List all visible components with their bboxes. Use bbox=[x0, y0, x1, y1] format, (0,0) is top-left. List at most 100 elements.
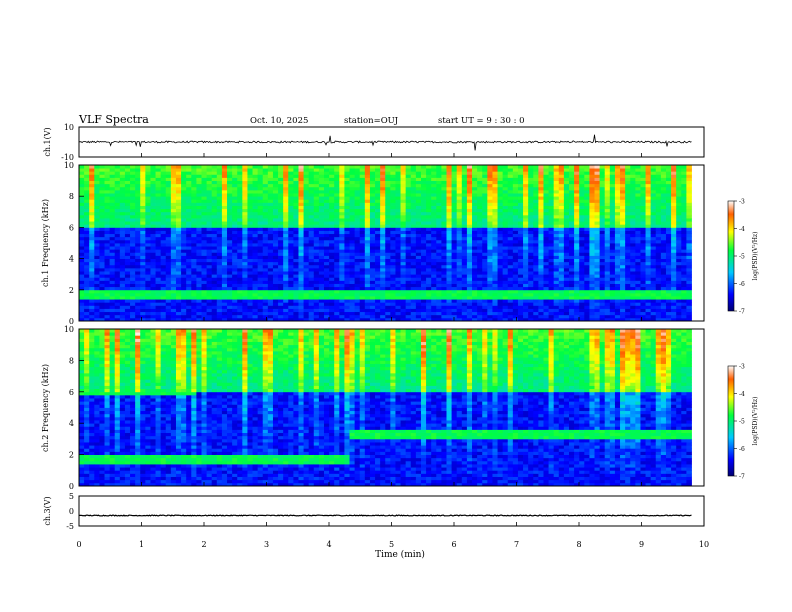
spectrogram-cell bbox=[79, 221, 85, 225]
spectrogram-cell bbox=[227, 289, 233, 294]
spectrogram-cell bbox=[548, 314, 555, 319]
spectrogram-cell bbox=[237, 292, 243, 297]
spectrogram-cell bbox=[318, 224, 325, 228]
spectrogram-cell bbox=[288, 286, 294, 291]
spectrogram-cell bbox=[415, 274, 422, 278]
spectrogram-cell bbox=[482, 286, 488, 291]
spectrogram-cell bbox=[456, 299, 463, 303]
spectrogram-cell bbox=[165, 249, 172, 253]
spectrogram-cell bbox=[262, 180, 269, 185]
spectrogram-cell bbox=[507, 236, 514, 241]
spectrogram-cell bbox=[155, 296, 162, 300]
spectrogram-cell bbox=[155, 267, 162, 272]
spectrogram-cell bbox=[221, 186, 228, 191]
spectrogram-cell bbox=[242, 202, 248, 206]
spectrogram-cell bbox=[523, 299, 529, 303]
spectrogram-cell bbox=[293, 292, 299, 297]
spectrogram-cell bbox=[257, 252, 264, 256]
spectrogram-cell bbox=[502, 183, 509, 188]
spectrogram-cell bbox=[579, 271, 585, 275]
spectrogram-cell bbox=[543, 239, 549, 244]
spectrogram-cell bbox=[400, 302, 407, 306]
spectrogram-cell bbox=[543, 302, 549, 306]
spectrogram-cell bbox=[252, 261, 259, 266]
spectrogram-cell bbox=[426, 277, 432, 281]
spectrogram-cell bbox=[466, 286, 473, 291]
spectrogram-cell bbox=[99, 296, 105, 300]
spectrogram-cell bbox=[410, 205, 417, 210]
spectrogram-cell bbox=[492, 296, 498, 300]
spectrogram-cell bbox=[574, 205, 580, 210]
spectrogram-cell bbox=[431, 292, 437, 297]
spectrogram-cell bbox=[410, 189, 417, 194]
spectrogram-cell bbox=[191, 305, 197, 309]
spectrogram-cell bbox=[548, 283, 555, 288]
spectrogram-cell bbox=[318, 286, 325, 291]
spectrogram-cell bbox=[237, 227, 243, 231]
spectrogram-cell bbox=[415, 243, 422, 247]
spectrogram-cell bbox=[477, 311, 483, 316]
spectrogram-cell bbox=[170, 296, 177, 300]
spectrogram-cell bbox=[507, 261, 514, 266]
spectrogram-cell bbox=[303, 274, 310, 278]
spectrogram-cell bbox=[216, 311, 223, 316]
spectrogram-cell bbox=[211, 177, 218, 181]
spectrogram-cell bbox=[502, 289, 509, 294]
spectrogram-cell bbox=[369, 227, 376, 231]
spectrogram-cell bbox=[497, 261, 504, 266]
spectrogram-cell bbox=[354, 193, 361, 197]
spectrogram-cell bbox=[191, 230, 197, 235]
spectrogram-cell bbox=[523, 280, 529, 284]
spectrogram-cell bbox=[186, 233, 192, 238]
spectrogram-cell bbox=[237, 171, 243, 175]
spectrogram-cell bbox=[140, 171, 146, 175]
spectrogram-cell bbox=[79, 186, 85, 191]
spectrogram-cell bbox=[308, 205, 315, 210]
spectrogram-cell bbox=[247, 227, 253, 231]
spectrogram-cell bbox=[278, 230, 284, 235]
spectrogram-cell bbox=[482, 171, 488, 175]
spectrogram-cell bbox=[227, 230, 233, 235]
spectrogram-cell bbox=[318, 249, 325, 253]
spectrogram-cell bbox=[390, 180, 396, 185]
spectrogram-cell bbox=[461, 264, 468, 269]
spectrogram-cell bbox=[109, 171, 116, 175]
spectrogram-cell bbox=[461, 286, 468, 291]
spectrogram-cell bbox=[140, 236, 146, 241]
spectrogram-cell bbox=[186, 196, 192, 200]
spectrogram-cell bbox=[497, 214, 504, 219]
spectrogram-cell bbox=[497, 258, 504, 263]
spectrogram-cell bbox=[94, 233, 100, 238]
spectrogram-cell bbox=[395, 283, 401, 288]
spectrogram-cell bbox=[99, 205, 105, 210]
spectrogram-cell bbox=[482, 252, 488, 256]
spectrogram-cell bbox=[477, 165, 483, 169]
spectrogram-cell bbox=[405, 236, 412, 241]
spectrogram-cell bbox=[492, 233, 498, 238]
spectrogram-cell bbox=[303, 258, 310, 263]
spectrogram-cell bbox=[512, 292, 519, 297]
spectrogram-cell bbox=[94, 249, 100, 253]
spectrogram-cell bbox=[517, 180, 524, 185]
spectrogram-cell bbox=[543, 261, 549, 266]
spectrogram-cell bbox=[405, 283, 412, 288]
spectrogram-cell bbox=[349, 271, 356, 275]
spectrogram-cell bbox=[375, 208, 381, 213]
spectrogram-cell bbox=[502, 165, 509, 169]
spectrogram-cell bbox=[109, 258, 116, 263]
spectrogram-cell bbox=[237, 311, 243, 316]
spectrogram-cell bbox=[548, 214, 555, 219]
spectrogram-cell bbox=[426, 286, 432, 291]
spectrogram-cell bbox=[140, 258, 146, 263]
spectrogram-cell bbox=[201, 214, 207, 219]
spectrogram-cell bbox=[119, 208, 126, 213]
spectrogram-cell bbox=[329, 311, 335, 316]
spectrogram-cell bbox=[466, 186, 473, 191]
spectrogram-cell bbox=[482, 317, 488, 322]
spectrogram-cell bbox=[579, 252, 585, 256]
spectrogram-cell bbox=[165, 289, 172, 294]
spectrogram-cell bbox=[247, 189, 253, 194]
spectrogram-cell bbox=[232, 199, 238, 203]
spectrogram-cell bbox=[262, 302, 269, 306]
spectrogram-cell bbox=[267, 292, 274, 297]
